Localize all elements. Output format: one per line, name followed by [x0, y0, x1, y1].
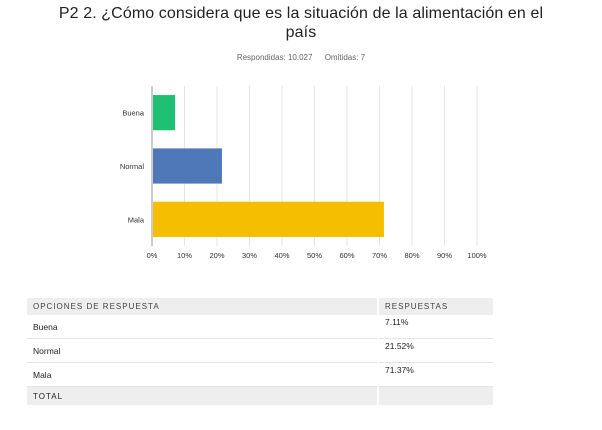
total-label: TOTAL: [27, 386, 379, 405]
category-label: Mala: [128, 215, 145, 224]
omitted-count: Omitidas: 7: [324, 53, 366, 62]
row-value: 21.52%: [378, 338, 493, 363]
row-option: Buena: [27, 315, 379, 339]
chart-title: P2 2. ¿Cómo considera que es la situació…: [0, 4, 602, 42]
responses-table: OPCIONES DE RESPUESTA RESPUESTAS Buena 7…: [27, 298, 493, 405]
title-line-1: P2 2. ¿Cómo considera que es la situació…: [58, 5, 544, 22]
table-row: Buena 7.11%: [27, 315, 493, 339]
respondents-count: Respondidas: 10.027: [236, 53, 313, 62]
x-tick-label: 90%: [437, 251, 452, 260]
title-line-2: país: [285, 24, 317, 41]
row-option: Normal: [27, 338, 379, 363]
table-total-row: TOTAL: [27, 386, 493, 405]
x-tick-label: 50%: [307, 251, 322, 260]
response-stats: Respondidas: 10.027 Omitidas: 7: [0, 53, 602, 62]
x-tick-label: 0%: [147, 251, 158, 260]
x-tick-label: 40%: [274, 251, 289, 260]
bar-normal: [153, 148, 222, 184]
x-tick-label: 10%: [177, 251, 192, 260]
table-header-row: OPCIONES DE RESPUESTA RESPUESTAS: [27, 298, 493, 315]
table-row: Normal 21.52%: [27, 338, 493, 363]
row-option: Mala: [27, 362, 379, 387]
x-tick-label: 60%: [339, 251, 354, 260]
row-value: 7.11%: [378, 315, 493, 339]
x-tick-label: 70%: [372, 251, 387, 260]
x-tick-label: 80%: [404, 251, 419, 260]
table-row: Mala 71.37%: [27, 362, 493, 387]
bar-mala: [153, 201, 384, 237]
x-tick-label: 100%: [467, 251, 487, 260]
x-tick-label: 20%: [209, 251, 224, 260]
bar-buena: [153, 95, 176, 131]
category-label: Buena: [122, 109, 145, 118]
header-responses: RESPUESTAS: [378, 298, 493, 315]
header-options: OPCIONES DE RESPUESTA: [27, 298, 379, 315]
total-value: [378, 386, 493, 405]
category-label: Normal: [120, 162, 145, 171]
row-value: 71.37%: [378, 362, 493, 387]
x-tick-label: 30%: [242, 251, 257, 260]
